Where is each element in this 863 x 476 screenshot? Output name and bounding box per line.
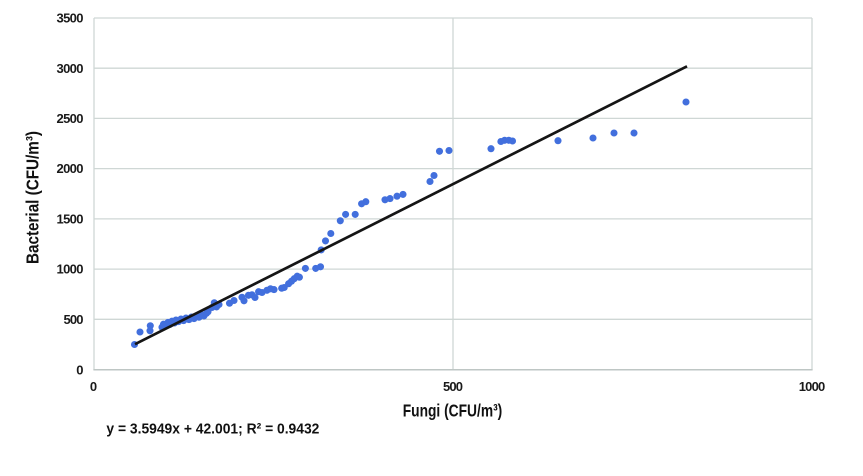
- svg-text:1000: 1000: [57, 262, 84, 277]
- svg-text:1000: 1000: [799, 379, 826, 394]
- svg-text:2000: 2000: [57, 161, 84, 176]
- svg-text:3000: 3000: [57, 61, 84, 76]
- svg-text:3500: 3500: [57, 11, 84, 26]
- svg-text:0: 0: [90, 379, 97, 394]
- svg-text:500: 500: [443, 379, 463, 394]
- svg-text:0: 0: [76, 362, 83, 377]
- svg-text:2500: 2500: [57, 111, 84, 126]
- svg-text:1500: 1500: [57, 212, 84, 227]
- svg-text:500: 500: [64, 312, 84, 327]
- svg-text:Fungi (CFU/m³): Fungi (CFU/m³): [403, 400, 503, 420]
- svg-text:y = 3.5949x + 42.001; R² = 0.9: y = 3.5949x + 42.001; R² = 0.9432: [106, 420, 319, 437]
- svg-text:Bacterial (CFU/m³): Bacterial (CFU/m³): [22, 131, 42, 264]
